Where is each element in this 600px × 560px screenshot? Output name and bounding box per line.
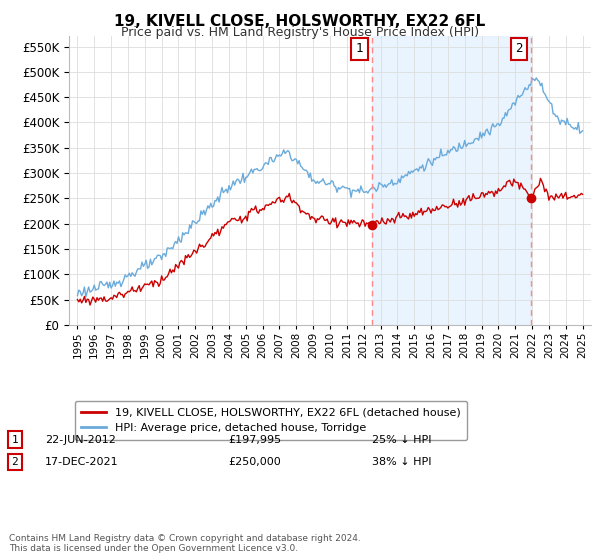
Text: 25% ↓ HPI: 25% ↓ HPI <box>372 435 431 445</box>
Text: 1: 1 <box>11 435 19 445</box>
Text: 38% ↓ HPI: 38% ↓ HPI <box>372 457 431 467</box>
Text: Price paid vs. HM Land Registry's House Price Index (HPI): Price paid vs. HM Land Registry's House … <box>121 26 479 39</box>
Text: £250,000: £250,000 <box>228 457 281 467</box>
Text: 2: 2 <box>515 42 523 55</box>
Text: Contains HM Land Registry data © Crown copyright and database right 2024.
This d: Contains HM Land Registry data © Crown c… <box>9 534 361 553</box>
Text: 22-JUN-2012: 22-JUN-2012 <box>45 435 116 445</box>
Text: £197,995: £197,995 <box>228 435 281 445</box>
Legend: 19, KIVELL CLOSE, HOLSWORTHY, EX22 6FL (detached house), HPI: Average price, det: 19, KIVELL CLOSE, HOLSWORTHY, EX22 6FL (… <box>74 401 467 440</box>
Text: 1: 1 <box>356 42 363 55</box>
Bar <box>371 36 532 325</box>
Text: 19, KIVELL CLOSE, HOLSWORTHY, EX22 6FL: 19, KIVELL CLOSE, HOLSWORTHY, EX22 6FL <box>115 14 485 29</box>
Text: 17-DEC-2021: 17-DEC-2021 <box>45 457 119 467</box>
Text: 2: 2 <box>11 457 19 467</box>
